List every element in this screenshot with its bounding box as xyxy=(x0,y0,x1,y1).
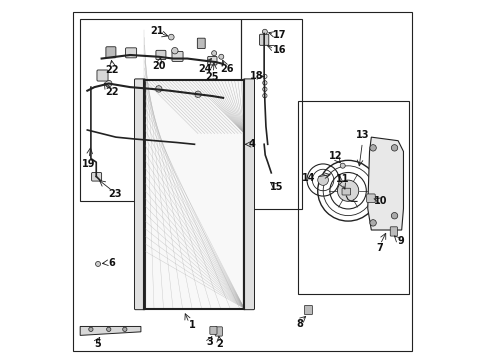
Text: 11: 11 xyxy=(335,174,349,184)
Circle shape xyxy=(155,86,162,92)
Text: 21: 21 xyxy=(150,26,163,36)
FancyBboxPatch shape xyxy=(243,79,254,310)
FancyBboxPatch shape xyxy=(341,188,350,195)
Polygon shape xyxy=(80,327,141,336)
Circle shape xyxy=(317,175,328,185)
Text: 26: 26 xyxy=(220,64,233,74)
Text: 19: 19 xyxy=(82,159,96,169)
Text: 22: 22 xyxy=(105,65,119,75)
Circle shape xyxy=(390,145,397,151)
Circle shape xyxy=(369,220,376,226)
Circle shape xyxy=(211,51,216,56)
FancyBboxPatch shape xyxy=(209,327,217,334)
FancyBboxPatch shape xyxy=(97,70,108,81)
FancyBboxPatch shape xyxy=(207,57,217,65)
Text: 22: 22 xyxy=(104,87,118,98)
FancyBboxPatch shape xyxy=(106,47,116,58)
FancyBboxPatch shape xyxy=(366,194,374,203)
Text: 6: 6 xyxy=(108,258,115,268)
FancyBboxPatch shape xyxy=(304,305,312,315)
FancyBboxPatch shape xyxy=(91,172,102,181)
FancyBboxPatch shape xyxy=(125,48,136,58)
FancyBboxPatch shape xyxy=(389,227,397,236)
FancyBboxPatch shape xyxy=(156,50,165,60)
Circle shape xyxy=(88,327,93,332)
Text: 4: 4 xyxy=(248,139,255,149)
FancyBboxPatch shape xyxy=(172,51,183,62)
Text: 17: 17 xyxy=(272,30,285,40)
Text: 16: 16 xyxy=(272,45,285,55)
FancyBboxPatch shape xyxy=(259,34,268,45)
Text: 1: 1 xyxy=(189,320,196,330)
Text: 8: 8 xyxy=(296,319,303,329)
Polygon shape xyxy=(367,137,403,230)
FancyBboxPatch shape xyxy=(134,79,145,310)
FancyBboxPatch shape xyxy=(215,327,222,336)
Circle shape xyxy=(168,34,174,40)
Circle shape xyxy=(171,48,178,54)
FancyBboxPatch shape xyxy=(197,38,205,49)
Polygon shape xyxy=(144,80,244,309)
Circle shape xyxy=(95,261,101,266)
Circle shape xyxy=(340,163,345,168)
Text: 23: 23 xyxy=(108,189,122,199)
Text: 10: 10 xyxy=(373,197,387,206)
Circle shape xyxy=(106,327,111,332)
Text: 2: 2 xyxy=(216,339,223,349)
Text: 7: 7 xyxy=(376,243,383,253)
Text: 20: 20 xyxy=(152,61,166,71)
Text: 24: 24 xyxy=(198,64,211,73)
Text: 14: 14 xyxy=(302,173,315,183)
Circle shape xyxy=(122,327,127,332)
Text: 12: 12 xyxy=(328,151,342,161)
Text: 13: 13 xyxy=(355,130,368,140)
Circle shape xyxy=(194,91,201,98)
Text: 3: 3 xyxy=(206,337,213,347)
Text: 18: 18 xyxy=(250,71,263,81)
Circle shape xyxy=(369,145,376,151)
Circle shape xyxy=(105,80,112,87)
Text: 9: 9 xyxy=(396,236,403,246)
Circle shape xyxy=(337,180,358,201)
Text: 25: 25 xyxy=(205,72,219,82)
Circle shape xyxy=(262,29,267,34)
Circle shape xyxy=(218,54,224,59)
Text: 15: 15 xyxy=(269,182,283,192)
Circle shape xyxy=(390,212,397,219)
Text: 5: 5 xyxy=(95,339,101,348)
